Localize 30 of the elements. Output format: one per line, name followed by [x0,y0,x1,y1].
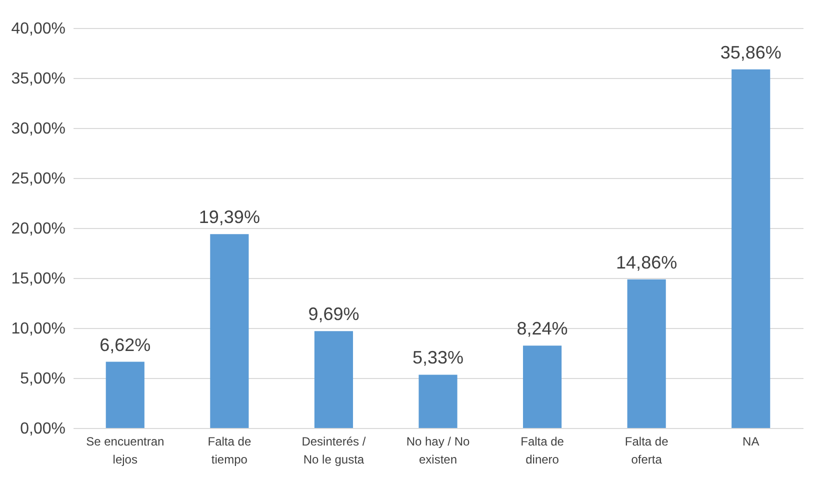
data-label: 9,69% [308,304,360,324]
x-tick-label: NA [742,434,760,448]
y-tick-label: 10,00% [11,320,66,338]
y-tick-label: 0,00% [20,420,66,438]
x-tick-label: Falta de dinero [520,434,564,466]
data-label: 6,62% [100,334,151,355]
y-tick-label: 5,00% [20,370,66,388]
data-label: 14,86% [616,252,678,272]
x-tick-label: Falta de oferta [624,434,669,466]
bar [106,362,144,428]
y-tick-label: 40,00% [11,20,66,38]
bar [627,279,666,428]
bar [732,69,770,428]
x-tick-label: Desinterés / No le gusta [302,434,366,466]
data-label: 35,86% [720,42,782,62]
y-tick-label: 20,00% [11,220,66,238]
y-tick-label: 35,00% [11,70,66,88]
data-label: 19,39% [198,207,260,228]
bar [522,346,562,428]
x-tick-label: No hay / No existen [406,434,470,466]
x-tick-label: Se encuentran lejos [86,434,164,466]
bar [314,331,354,428]
x-tick-label: Falta de tiempo [208,434,252,466]
data-label: 5,33% [412,348,464,368]
y-tick-label: 15,00% [11,270,66,288]
y-tick-label: 30,00% [11,120,66,138]
y-tick-label: 25,00% [11,170,66,188]
bar [210,234,249,428]
data-label: 8,24% [516,318,568,339]
bar [418,374,458,428]
